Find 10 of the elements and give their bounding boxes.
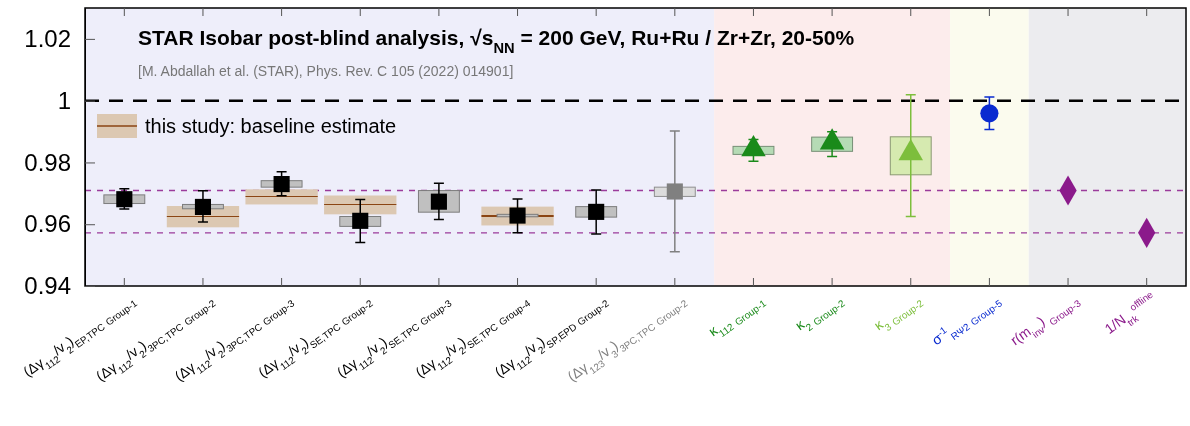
y-tick-label: 0.94 <box>24 272 71 300</box>
y-tick-label: 0.98 <box>24 148 71 176</box>
text: STAR Isobar post-blind analysis, √s$_{NN}$ = 200 GeV, Ru+Ru / Zr+Zr, 20-50% <box>138 26 855 56</box>
bar <box>324 195 397 215</box>
legend-label: this study: baseline estimate <box>145 115 397 137</box>
y-tick-label: 0.96 <box>24 210 71 238</box>
bar <box>245 189 318 205</box>
y-tick-label: 1.02 <box>24 25 71 53</box>
text: [M. Abdallah et al. (STAR), Phys. Rev. C 105 (2022) 014901] <box>138 63 514 79</box>
y-tick-label: 1 <box>57 86 71 114</box>
